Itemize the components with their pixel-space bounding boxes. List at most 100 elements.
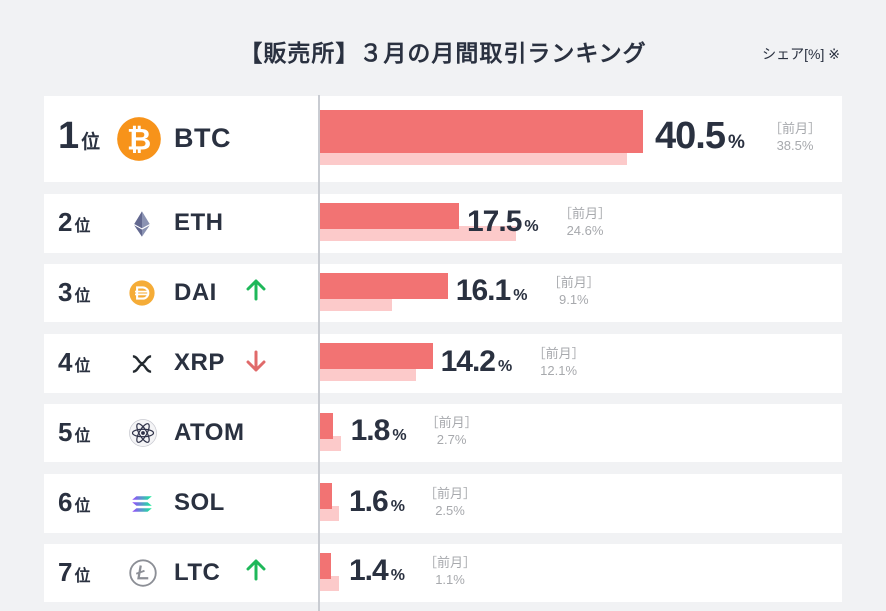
rank-suffix: 位 <box>74 218 91 236</box>
rank-number: 4 <box>58 347 73 378</box>
previous-month-caption: ［前月］ <box>769 121 822 136</box>
bar-previous-month <box>319 226 516 241</box>
svg-text:₿: ₿ <box>127 123 151 156</box>
bar-current-month <box>319 483 332 509</box>
bar-current-month <box>319 413 334 439</box>
share-value-label: 16.1% <box>456 274 528 308</box>
trend-up-icon <box>245 558 267 582</box>
cosmos-icon <box>128 418 158 448</box>
previous-month-caption: ［前月］ <box>559 205 612 221</box>
percent-sign: % <box>390 497 405 515</box>
ethereum-icon <box>128 210 156 238</box>
share-value-label: 17.5% <box>467 205 539 239</box>
rank-suffix: 位 <box>74 358 91 376</box>
rank-suffix: 位 <box>74 287 91 305</box>
rank-number: 6 <box>58 487 73 518</box>
bar-previous-month <box>319 506 339 521</box>
percent-sign: % <box>524 217 539 235</box>
previous-month-caption: ［前月］ <box>547 275 600 290</box>
share-value-label: 14.2% <box>441 345 513 379</box>
rank-number: 3 <box>58 276 73 307</box>
previous-month-value: 38.5% <box>776 138 814 153</box>
ranking-row: 5 位 ATOM 1.8% ［前月］ 2.7% <box>44 404 842 462</box>
bar-previous-month <box>319 150 627 165</box>
rank-number: 1 <box>58 115 80 158</box>
share-value: 1.6 <box>349 484 389 518</box>
bitcoin-icon: ₿ <box>116 116 162 162</box>
previous-month-value: 24.6% <box>566 222 604 238</box>
bar-current-month <box>319 203 459 229</box>
dai-icon <box>128 279 156 307</box>
share-value: 1.4 <box>349 554 389 588</box>
chart-title: 【販売所】３月の月間取引ランキング <box>239 40 647 66</box>
xrp-icon <box>128 350 156 378</box>
coin-symbol: XRP <box>174 349 225 377</box>
previous-month-caption: ［前月］ <box>425 415 478 430</box>
previous-month-caption: ［前月］ <box>424 485 477 501</box>
share-value-label: 1.4% <box>349 554 405 588</box>
ranking-row: 4 位 XRP 14.2% ［前月］ 12.1% <box>44 334 842 393</box>
bar-previous-month <box>319 366 416 381</box>
rank-number: 5 <box>58 416 73 447</box>
ranking-row: 2 位 ETH 17.5% ［前月］ 24.6% <box>44 194 842 253</box>
trend-up-icon <box>245 278 267 302</box>
percent-sign: % <box>497 357 513 375</box>
ranking-row: 1 位 ₿ BTC 40.5% ［前月］ 38.5% <box>44 96 842 182</box>
bar-previous-month <box>319 576 339 591</box>
litecoin-icon <box>128 558 158 588</box>
bar-current-month <box>319 110 643 153</box>
bar-current-month <box>319 343 433 369</box>
ranking-row: 6 位 SOL 1.6% ［前月］ 2.5% <box>44 474 842 533</box>
axis-divider <box>318 95 320 611</box>
rank-suffix: 位 <box>81 132 101 154</box>
bar-previous-month <box>319 436 341 451</box>
rank-suffix: 位 <box>74 567 91 585</box>
rank-number: 7 <box>58 556 73 587</box>
previous-month-value: 1.1% <box>435 572 465 587</box>
coin-symbol: LTC <box>174 558 221 586</box>
rank-suffix: 位 <box>74 498 91 516</box>
share-value-label: 1.6% <box>349 485 405 519</box>
previous-month-value: 9.1% <box>558 292 589 307</box>
ranking-row: 3 位 DAI 16.1% ［前月］ 9.1% <box>44 264 842 322</box>
bar-current-month <box>319 553 331 579</box>
bar-previous-month <box>319 296 392 311</box>
share-value: 17.5 <box>467 204 522 238</box>
share-value: 14.2 <box>440 344 496 378</box>
previous-month-label: ［前月］ 12.1% <box>533 345 585 379</box>
rank-number: 2 <box>58 207 73 238</box>
percent-sign: % <box>513 287 528 305</box>
share-value: 40.5 <box>655 115 726 158</box>
rank-suffix: 位 <box>74 427 91 445</box>
previous-month-label: ［前月］ 38.5% <box>769 120 821 154</box>
ranking-row: 7 位 LTC 1.4% ［前月］ 1.1% <box>44 544 842 602</box>
percent-sign: % <box>727 132 745 154</box>
bar-current-month <box>319 273 448 299</box>
unit-label: シェア[%] ※ <box>762 46 840 62</box>
coin-symbol: ETH <box>174 209 224 237</box>
previous-month-value: 2.5% <box>435 502 465 518</box>
previous-month-label: ［前月］ 2.5% <box>424 485 476 519</box>
previous-month-value: 12.1% <box>540 362 578 378</box>
coin-symbol: ATOM <box>174 418 245 446</box>
previous-month-value: 2.7% <box>436 432 467 447</box>
trend-down-icon <box>245 349 267 373</box>
share-value-label: 1.8% <box>351 414 407 448</box>
share-value: 1.8 <box>350 414 391 448</box>
previous-month-label: ［前月］ 1.1% <box>424 554 476 588</box>
share-value-label: 40.5% <box>655 115 745 158</box>
percent-sign: % <box>392 427 407 445</box>
coin-symbol: BTC <box>174 122 231 153</box>
previous-month-label: ［前月］ 9.1% <box>548 274 600 308</box>
previous-month-caption: ［前月］ <box>532 345 585 361</box>
percent-sign: % <box>390 567 405 585</box>
solana-icon <box>128 490 156 518</box>
coin-symbol: SOL <box>174 489 225 517</box>
